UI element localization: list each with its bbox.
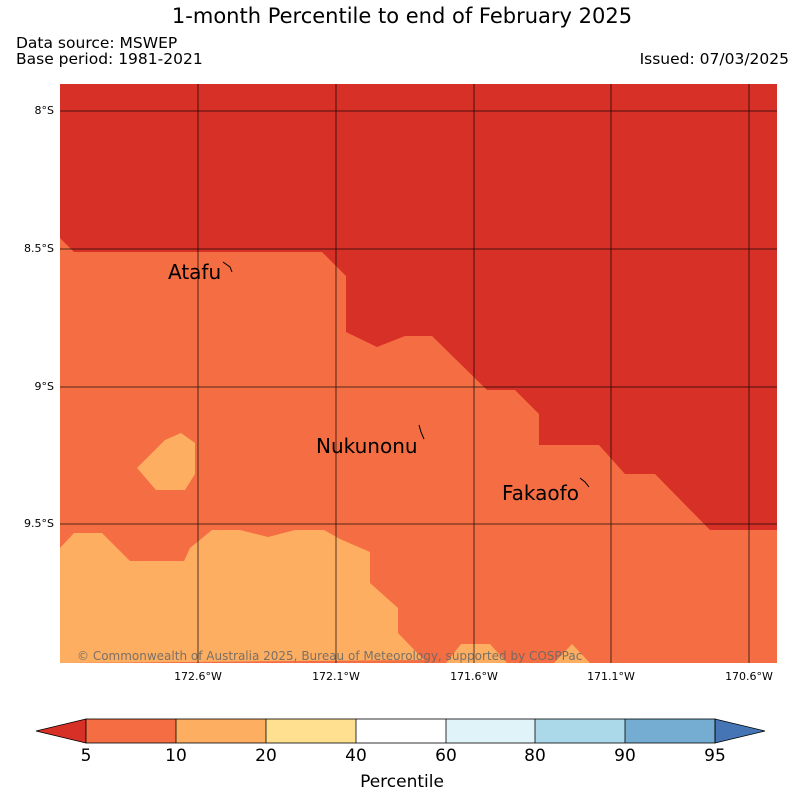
place-label-nukunonu: Nukunonu [316, 434, 418, 458]
place-label-atafu: Atafu [168, 260, 222, 284]
region-10-20-patch [137, 433, 195, 490]
issued-date: Issued: 07/03/2025 [639, 50, 789, 68]
colorbar-tick-60: 60 [435, 746, 457, 766]
region-10-20 [60, 530, 424, 663]
lon-label-172-1w: 172.1°W [312, 670, 360, 683]
atafu-island-shape [222, 261, 233, 273]
colorbar-segment-5-10 [86, 719, 176, 743]
gridlines [60, 84, 777, 663]
lat-label-9s: 9°S [34, 380, 54, 393]
colorbar-tick-90: 90 [614, 746, 636, 766]
colorbar-tick-5: 5 [80, 746, 92, 766]
lon-label-172-6w: 172.6°W [174, 670, 222, 683]
colorbar [35, 718, 766, 744]
colorbar-segment-90-95 [625, 719, 715, 743]
colorbar-segment-60-80 [446, 719, 535, 743]
map-panel [60, 84, 777, 663]
colorbar-segment-20-40 [266, 719, 356, 743]
region-10-20-bottom-small [554, 644, 590, 663]
copyright-notice: © Commonwealth of Australia 2025, Bureau… [77, 649, 583, 663]
lon-label-170-6w: 170.6°W [725, 670, 773, 683]
colorbar-segment-80-90 [535, 719, 625, 743]
map-title: 1-month Percentile to end of February 20… [171, 4, 633, 28]
colorbar-tick-10: 10 [165, 746, 187, 766]
region-10-20-bottom [446, 644, 507, 663]
colorbar-over-arrow [714, 718, 766, 744]
lat-label-9-5s: 9.5°S [24, 517, 54, 530]
colorbar-tick-80: 80 [524, 746, 546, 766]
lon-label-171-1w: 171.1°W [587, 670, 635, 683]
meta-info: Data source: MSWEP Base period: 1981-202… [16, 35, 203, 67]
fakaofo-island-shape [579, 477, 590, 488]
data-source-text: Data source: MSWEP [16, 34, 178, 52]
colorbar-segment-40-60 [356, 719, 446, 743]
colorbar-label: Percentile [360, 772, 444, 792]
colorbar-tick-95: 95 [704, 746, 726, 766]
lat-label-8s: 8°S [34, 104, 54, 117]
lat-label-8-5s: 8.5°S [24, 242, 54, 255]
place-label-fakaofo: Fakaofo [502, 481, 579, 505]
colorbar-tick-40: 40 [345, 746, 367, 766]
lon-label-171-6w: 171.6°W [450, 670, 498, 683]
colorbar-tick-20: 20 [255, 746, 277, 766]
base-period-text: Base period: 1981-2021 [16, 50, 203, 68]
colorbar-segment-10-20 [176, 719, 266, 743]
nukunonu-island-shape [418, 424, 425, 440]
colorbar-under-arrow [35, 718, 87, 744]
